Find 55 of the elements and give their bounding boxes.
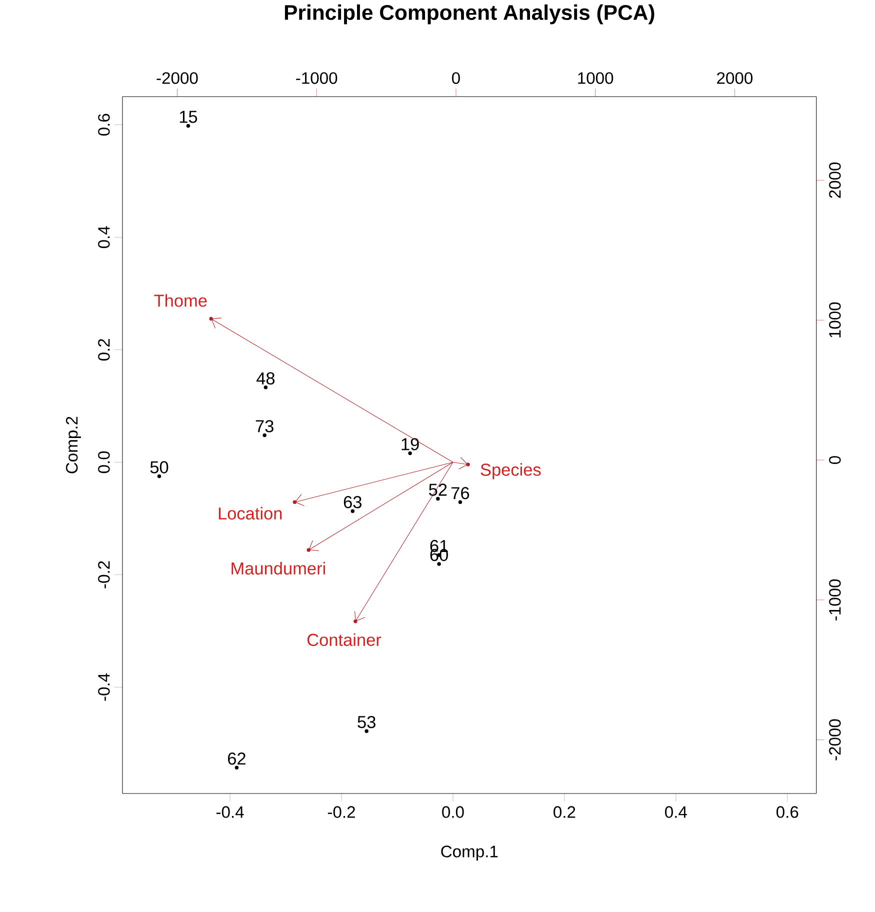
annotation: 63 xyxy=(344,496,362,508)
point xyxy=(186,124,190,128)
x-tick-label: 0.0 xyxy=(442,806,464,818)
x-tick-label: 0.6 xyxy=(776,806,798,818)
annotation: Maundumeri xyxy=(232,562,325,575)
point xyxy=(466,462,470,466)
annotation: 50 xyxy=(150,461,168,474)
point xyxy=(264,386,268,390)
y-tick-label: 0.0 xyxy=(98,451,110,474)
y2-tick-label: 2000 xyxy=(829,162,841,198)
annotation: 73 xyxy=(256,420,274,432)
x-tick-label: 0.4 xyxy=(664,806,687,818)
point xyxy=(437,562,441,566)
point xyxy=(364,729,368,733)
point xyxy=(262,433,266,438)
point xyxy=(306,548,310,552)
x-tick-label: -0.2 xyxy=(328,806,355,818)
point xyxy=(354,620,358,624)
annotation: 15 xyxy=(180,110,198,123)
annotation: 19 xyxy=(402,438,419,450)
y-tick-label: -0.2 xyxy=(98,561,110,588)
y-tick-label: -0.4 xyxy=(98,673,110,701)
point xyxy=(436,496,440,501)
annotation: 53 xyxy=(358,716,376,728)
point xyxy=(157,474,162,478)
x2-tick-label: -2000 xyxy=(156,72,198,84)
annotation: 76 xyxy=(451,487,470,500)
y2-tick-label: 0 xyxy=(829,456,841,464)
point xyxy=(292,500,296,504)
annotation: Thome xyxy=(154,294,207,307)
y2-tick-label: -1000 xyxy=(829,579,841,620)
annotation: 48 xyxy=(256,372,274,384)
x-tick-label: -0.4 xyxy=(216,806,244,818)
x2-tick-label: 2000 xyxy=(717,72,752,84)
annotation: Location xyxy=(218,506,282,520)
y2-tick-label: 1000 xyxy=(829,302,841,338)
annotation: 62 xyxy=(228,752,246,765)
x2-tick-label: 0 xyxy=(452,72,460,84)
x2-tick-label: -1000 xyxy=(296,72,338,84)
point xyxy=(458,500,462,504)
y-axis-title: Comp.2 xyxy=(66,416,81,474)
point xyxy=(408,451,412,456)
x2-tick-label: 1000 xyxy=(578,72,614,84)
point xyxy=(350,509,354,514)
y2-tick-label: -2000 xyxy=(829,719,841,760)
x-tick-label: 0.2 xyxy=(554,806,576,818)
x-axis-title: Comp.1 xyxy=(441,846,498,861)
y-tick-label: 0.2 xyxy=(98,339,110,361)
y-tick-label: 0.4 xyxy=(98,226,110,248)
point xyxy=(234,766,239,770)
annotation: Container xyxy=(307,633,382,646)
chart-title: Principle Component Analysis (PCA) xyxy=(284,4,654,24)
annotation: Species xyxy=(480,463,541,480)
y-tick-label: 0.6 xyxy=(98,114,110,136)
point xyxy=(209,316,213,321)
